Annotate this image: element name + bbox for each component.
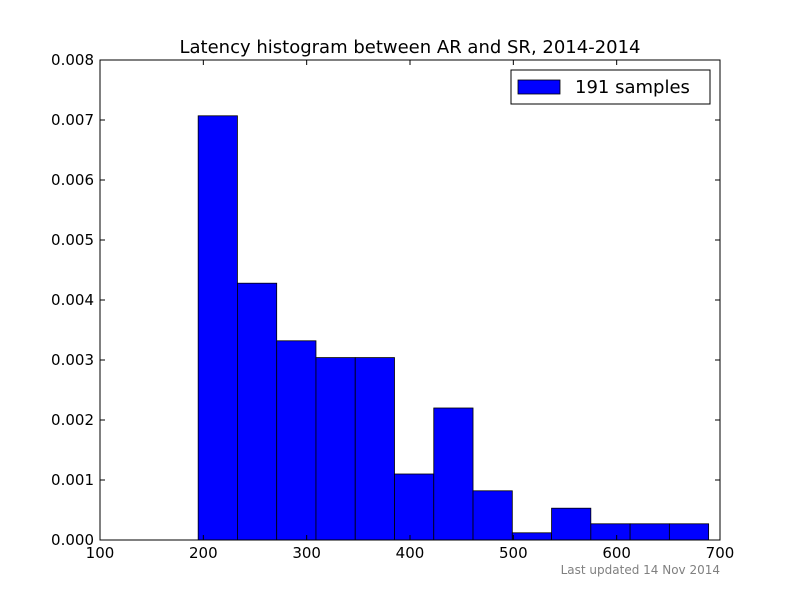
chart-title: Latency histogram between AR and SR, 201…: [179, 37, 640, 58]
legend-label: 191 samples: [575, 77, 690, 98]
x-tick-label: 500: [499, 544, 528, 562]
histogram-bar: [511, 532, 552, 541]
y-tick-label: 0.008: [51, 51, 94, 69]
histogram-bar: [354, 357, 395, 541]
histogram-bar: [197, 115, 238, 541]
histogram-bar: [668, 523, 710, 541]
y-tick-label: 0.007: [51, 111, 94, 129]
ticks-layer: 100 200 300 400 500 600 700 0.000 0.001 0.002 0.00…: [51, 51, 734, 562]
histogram-bar: [276, 340, 317, 541]
histogram-bar: [433, 407, 474, 541]
x-tick-label: 600: [602, 544, 631, 562]
histogram-bar: [629, 523, 670, 541]
x-tick-label: 700: [706, 544, 735, 562]
histogram-bar: [237, 282, 278, 541]
histogram-bar: [394, 473, 435, 541]
x-tick-label: 400: [396, 544, 425, 562]
y-tick-label: 0.003: [51, 351, 94, 369]
histogram-bar: [472, 490, 513, 541]
x-tick-label: 200: [189, 544, 218, 562]
legend-swatch: [517, 79, 561, 95]
last-updated-note: Last updated 14 Nov 2014: [561, 563, 720, 577]
histogram-bar: [590, 523, 631, 541]
y-tick-label: 0.002: [51, 411, 94, 429]
y-tick-label: 0.006: [51, 171, 94, 189]
y-tick-label: 0.005: [51, 231, 94, 249]
y-tick-label: 0.000: [51, 531, 94, 549]
bars-layer: [197, 115, 710, 541]
legend: 191 samples: [510, 69, 711, 105]
x-tick-label: 100: [86, 544, 115, 562]
histogram-bar: [551, 507, 592, 541]
histogram-bar: [315, 357, 356, 541]
x-tick-label: 300: [292, 544, 321, 562]
y-tick-label: 0.001: [51, 471, 94, 489]
y-tick-label: 0.004: [51, 291, 94, 309]
